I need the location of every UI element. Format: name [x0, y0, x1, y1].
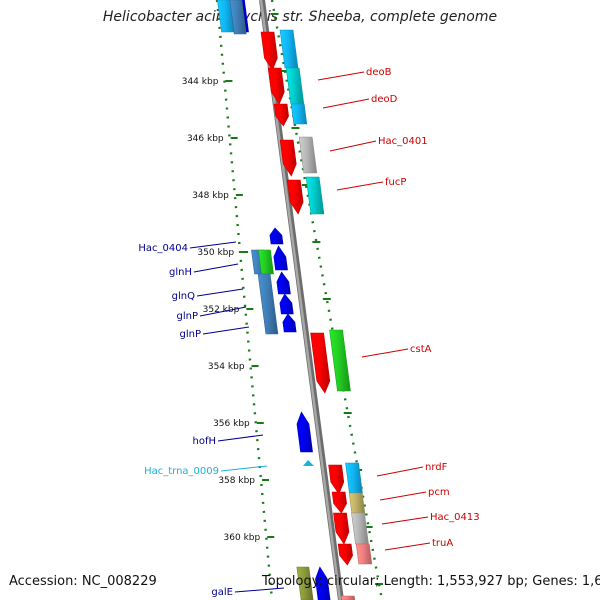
- label-connector-cstA: [361, 348, 409, 358]
- gene-label-glnP: glnP: [177, 311, 199, 322]
- gene-Hac_0401-red: [279, 139, 297, 177]
- label-connector-Hac_0413: [381, 516, 429, 525]
- label-connector-Hac_0401: [329, 140, 377, 152]
- tick-label-360-kbp: 360 kbp: [224, 533, 261, 543]
- gene-label-cstA: cstA: [410, 344, 432, 355]
- genome-summary-text: Topology: circular; Length: 1,553,927 bp…: [262, 574, 600, 589]
- gene-glnQ-blue: [276, 271, 291, 295]
- gene-Hac_0404-blue: [269, 227, 284, 245]
- gene-hofH-blue: [296, 411, 313, 453]
- gene-label-truA: truA: [432, 538, 453, 549]
- cog-galE-olive: [296, 566, 314, 600]
- label-connector-deoB: [317, 71, 365, 81]
- map-title: Helicobacter acinonychis str. Sheeba, co…: [102, 9, 498, 25]
- tick-label-354-kbp: 354 kbp: [208, 362, 245, 372]
- label-connector-truA: [384, 542, 431, 551]
- cog-glnH-green: [258, 249, 274, 275]
- tick-label-348-kbp: 348 kbp: [192, 191, 229, 201]
- tick-label-346-kbp: 346 kbp: [187, 134, 224, 144]
- label-connector-Hac_trna_0009: [220, 465, 268, 472]
- label-connector-glnP: [202, 326, 250, 335]
- backbone-ring: [259, 0, 342, 600]
- gene-label-galE: galE: [211, 587, 233, 598]
- gene-fucP-red: [286, 179, 304, 215]
- label-connector-pcm: [379, 491, 427, 501]
- cog-nrdF-skyblue: [345, 462, 363, 494]
- gene-label-fucP: fucP: [385, 177, 406, 188]
- label-connector-hofH: [217, 434, 264, 442]
- tick-label-356-kbp: 356 kbp: [213, 419, 250, 429]
- gene-label-Hac_0401: Hac_0401: [378, 136, 428, 147]
- gene-label-hofH: hofH: [193, 436, 217, 447]
- gene-label-Hac_0413: Hac_0413: [430, 512, 480, 523]
- gene-galE-blue: [315, 566, 331, 600]
- gene-nrdF-red: [328, 464, 345, 495]
- label-connector-glnH: [193, 263, 239, 273]
- gene-label-glnQ: glnQ: [172, 291, 195, 302]
- dotted-track-inner: [215, 0, 274, 600]
- label-connector-Hac_0404: [189, 241, 237, 249]
- gene-deoD-red: [267, 67, 285, 105]
- tick-label-358-kbp: 358 kbp: [218, 476, 255, 486]
- cog-skyblue-small: [290, 103, 308, 125]
- trna-marker: [303, 460, 314, 466]
- cog-pcm-khaki: [348, 492, 366, 514]
- tick-label-344-kbp: 344 kbp: [182, 77, 219, 87]
- label-connector-fucP: [336, 181, 384, 191]
- gene-glnP2-blue: [282, 313, 297, 333]
- label-connector-glnP: [199, 306, 247, 317]
- gene-label-deoD: deoD: [371, 94, 398, 105]
- cog-top-steel: [229, 0, 247, 35]
- gene-label-glnP: glnP: [180, 329, 202, 340]
- gene-pcm-red: [331, 491, 347, 514]
- gene-glnH-blue: [273, 245, 288, 271]
- gene-red-small: [273, 103, 289, 127]
- cog-deoD-cyan: [285, 67, 305, 105]
- gene-label-nrdF: nrdF: [425, 462, 448, 473]
- label-connector-glnQ: [196, 288, 244, 297]
- tick-label-352-kbp: 352 kbp: [203, 305, 240, 315]
- label-connector-deoD: [322, 98, 370, 109]
- cog-cstA-green: [329, 329, 351, 392]
- cog-Hac_0413-gray: [351, 512, 369, 545]
- gene-Hac_0413-red: [333, 512, 350, 545]
- tick-label-350-kbp: 350 kbp: [197, 248, 234, 258]
- gene-label-glnH: glnH: [169, 267, 192, 278]
- gene-label-pcm: pcm: [428, 487, 450, 498]
- label-connector-galE: [234, 587, 285, 593]
- gene-label-deoB: deoB: [366, 67, 392, 78]
- gene-cstA-red: [310, 332, 331, 394]
- gene-deoB-red: [260, 31, 278, 71]
- gene-label-Hac_trna_0009: Hac_trna_0009: [144, 466, 219, 477]
- accession-text: Accession: NC_008229: [9, 574, 157, 589]
- cog-truA-pink: [355, 543, 373, 565]
- gene-truA-red: [337, 543, 353, 566]
- cog-glnQ-steel: [257, 273, 279, 335]
- gene-glnP-blue: [279, 293, 294, 315]
- cog-fucP-cyan: [305, 176, 325, 215]
- gene-label-Hac_0404: Hac_0404: [138, 243, 188, 254]
- label-connector-nrdF: [376, 466, 424, 477]
- cog-edge-pink: [340, 595, 356, 600]
- cog-Hac_0401-gray: [298, 136, 318, 174]
